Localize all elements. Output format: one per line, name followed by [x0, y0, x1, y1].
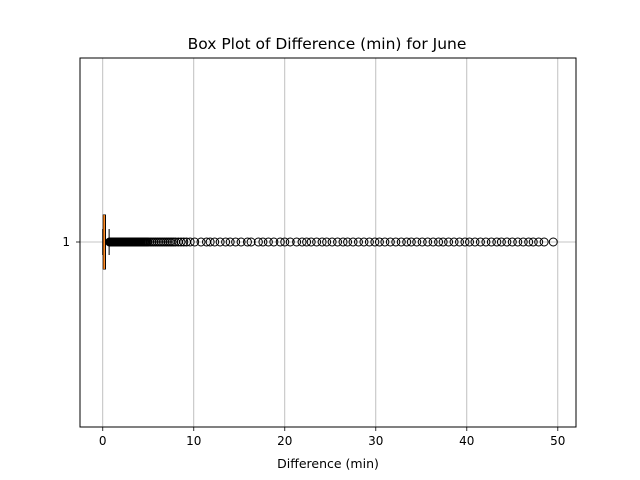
outlier-point: [246, 237, 256, 247]
outlier-point: [292, 237, 302, 247]
outlier-point: [539, 237, 549, 247]
chart-title: Box Plot of Difference (min) for June: [188, 35, 467, 53]
outlier-point: [455, 237, 465, 247]
outlier-point: [402, 237, 412, 247]
outlier-point: [275, 237, 285, 247]
outlier-point: [353, 237, 363, 247]
outlier-point: [423, 237, 433, 247]
outlier-point: [492, 237, 502, 247]
outlier-point: [190, 237, 200, 247]
outlier-point: [391, 237, 401, 247]
x-tick-label: 50: [550, 434, 565, 448]
outlier-point: [215, 237, 225, 247]
outlier-point: [406, 237, 416, 247]
outlier-point: [176, 237, 186, 247]
x-tick-label: 20: [277, 434, 292, 448]
outlier-point: [428, 237, 438, 247]
outlier-point: [412, 237, 422, 247]
outlier-point: [236, 237, 246, 247]
outlier-point: [225, 237, 235, 247]
outlier-point: [306, 237, 316, 247]
outlier-point: [317, 237, 327, 247]
outlier-point: [513, 237, 523, 247]
x-tick-label: 0: [99, 434, 107, 448]
x-axis-label: Difference (min): [277, 456, 379, 471]
outlier-point: [374, 237, 384, 247]
outlier-point: [302, 237, 312, 247]
outlier-point: [269, 237, 279, 247]
outlier-point: [185, 237, 195, 247]
x-tick-label: 40: [459, 434, 474, 448]
outlier-point: [285, 237, 295, 247]
outlier-point: [258, 237, 268, 247]
outlier-point: [528, 237, 538, 247]
outlier-point: [333, 237, 343, 247]
outlier-point: [221, 237, 231, 247]
outlier-point: [385, 237, 395, 247]
outlier-point: [486, 237, 496, 247]
outlier-point: [359, 237, 369, 247]
outlier-point: [210, 237, 220, 247]
outlier-point: [438, 237, 448, 247]
outlier-point: [179, 237, 189, 247]
outlier-point: [205, 237, 215, 247]
outliers: [105, 237, 558, 247]
outlier-point: [465, 237, 475, 247]
ticks: 0 10 20 30 40 50 1: [62, 235, 565, 448]
outlier-point: [231, 237, 241, 247]
outlier-point: [343, 237, 353, 247]
outlier-point: [460, 237, 470, 247]
outlier-point: [449, 237, 459, 247]
outlier-point: [496, 237, 506, 247]
outlier-point: [518, 237, 528, 247]
outlier-point: [507, 237, 517, 247]
plot-frame: [79, 57, 577, 428]
outlier-point: [434, 237, 444, 247]
outlier-point: [242, 237, 252, 247]
outlier-point: [370, 237, 380, 247]
outlier-point: [548, 237, 558, 247]
outlier-point: [470, 237, 480, 247]
outlier-point: [444, 237, 454, 247]
outlier-point: [322, 237, 332, 247]
outlier-point: [502, 237, 512, 247]
outlier-point: [524, 237, 534, 247]
outlier-point: [380, 237, 390, 247]
outlier-point: [263, 237, 273, 247]
outlier-point: [312, 237, 322, 247]
outlier-point: [364, 237, 374, 247]
outlier-point: [534, 237, 544, 247]
outlier-point: [475, 237, 485, 247]
outlier-point: [297, 237, 307, 247]
outlier-point: [253, 237, 263, 247]
outlier-point: [338, 237, 348, 247]
outlier-point: [396, 237, 406, 247]
outlier-point: [327, 237, 337, 247]
outlier-point: [417, 237, 427, 247]
outlier-point: [481, 237, 491, 247]
outlier-point: [348, 237, 358, 247]
y-tick-label: 1: [62, 235, 70, 249]
outlier-point: [280, 237, 290, 247]
x-tick-label: 30: [368, 434, 383, 448]
outlier-point: [196, 237, 206, 247]
x-tick-label: 10: [186, 434, 201, 448]
